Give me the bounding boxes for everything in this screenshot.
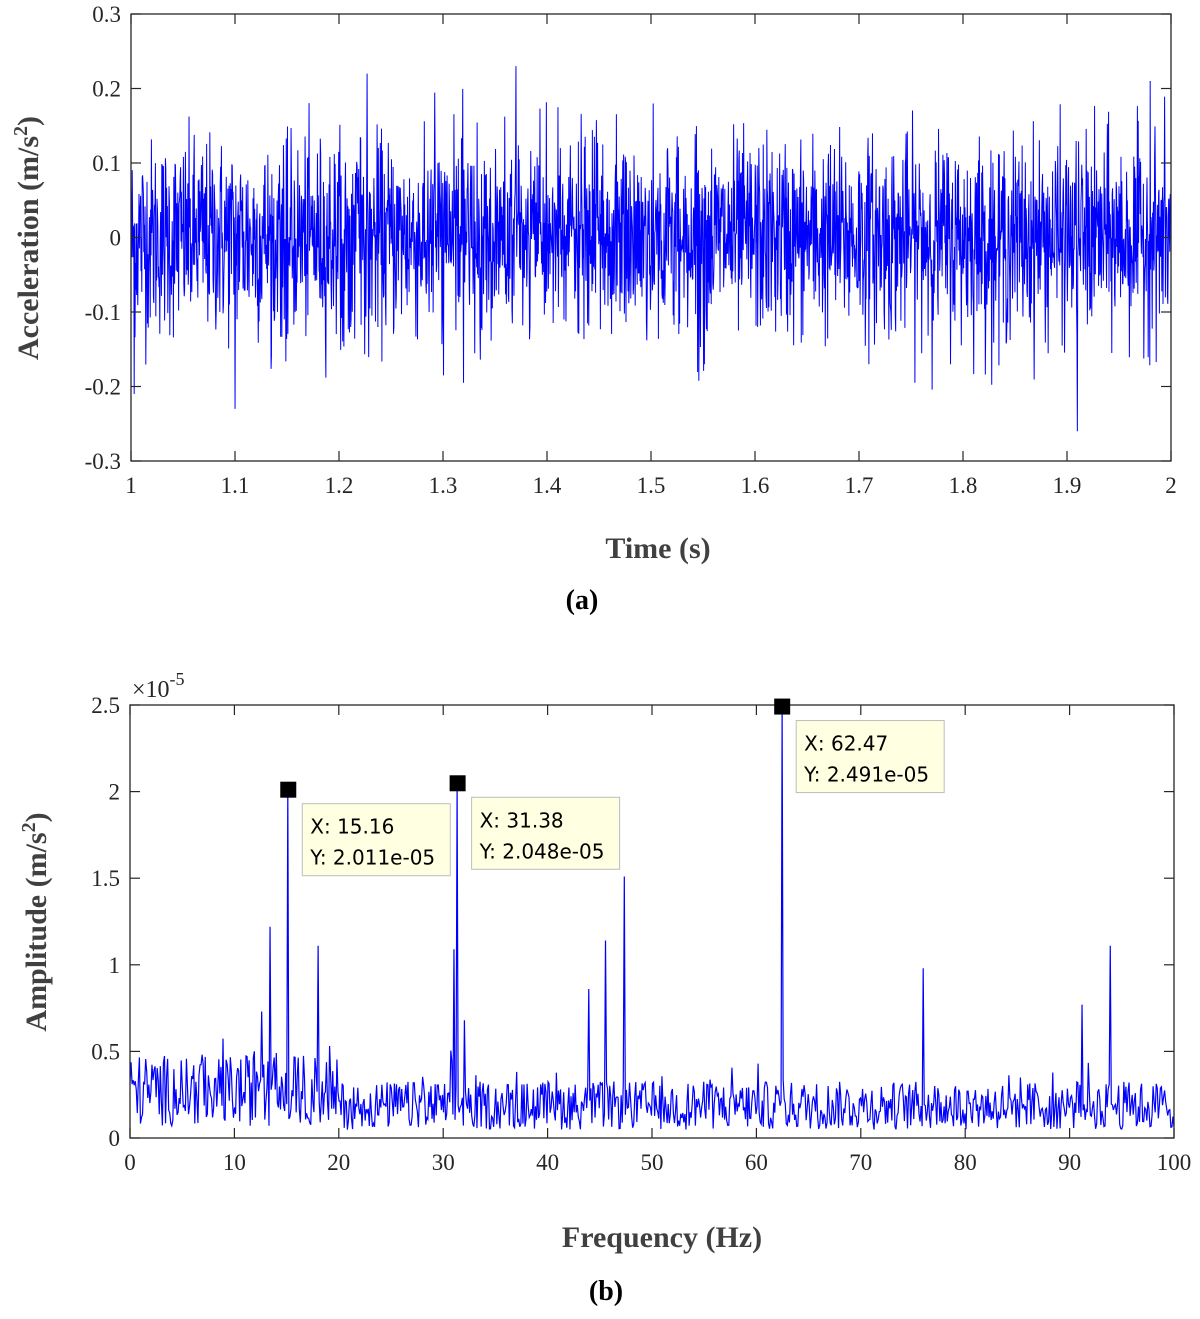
b-x-tick-label: 90	[1058, 1150, 1081, 1175]
b-y-tick-label: 1.5	[91, 866, 120, 891]
y-axis-label-b-sup: 2	[18, 822, 40, 832]
datatip-box	[795, 720, 945, 794]
y-axis-label-b: Amplitude (m/s2)	[18, 812, 53, 1031]
a-x-tick-label: 1.7	[845, 473, 874, 498]
a-y-tick-label: 0	[110, 226, 122, 251]
b-x-tick-label: 10	[223, 1150, 246, 1175]
y-axis-label-b-main: Amplitude (m/s	[20, 832, 53, 1031]
y-axis-exponent-power: -5	[170, 669, 185, 689]
datatip-x-label: X: 62.47	[804, 732, 888, 756]
b-y-tick-label: 0	[109, 1126, 121, 1151]
datatip-marker[interactable]	[280, 781, 297, 798]
a-x-tick-label: 2	[1165, 473, 1177, 498]
a-y-tick-label: 0.2	[92, 77, 121, 102]
datatip-box	[301, 803, 451, 877]
a-x-tick-label: 1.5	[637, 473, 666, 498]
y-axis-label-a-sup: 2	[10, 126, 32, 136]
datatip-y-label: Y: 2.491e-05	[803, 763, 929, 787]
datatip-x-label: X: 31.38	[480, 808, 564, 832]
datatip-marker[interactable]	[774, 698, 791, 715]
datatip-y-label: Y: 2.011e-05	[309, 846, 435, 870]
a-x-tick-label: 1.3	[429, 473, 458, 498]
a-x-tick-label: 1.1	[221, 473, 250, 498]
panel-b: 0 10 20 30 40 50 60 70 80 90 100 0 0.5 1 1.5 2 2.5 ×10-5…	[18, 669, 1191, 1307]
acceleration-series-line	[131, 66, 1171, 432]
datatip[interactable]: X: 62.47 Y: 2.491e-05	[774, 698, 945, 794]
a-x-tick-label: 1	[125, 473, 137, 498]
datatips: X: 15.16 Y: 2.011e-05 X: 31.38 Y: 2.048e-05…	[280, 698, 945, 877]
panel-a: 1 1.1 1.2 1.3 1.4 1.5 1.6 1.7 1.8 1.9 2 -0.3 -0.2 -0.…	[10, 2, 1177, 616]
y-axis-label-a: Acceleration (m/s2)	[10, 116, 45, 360]
y-axis-label-b-tail: )	[20, 812, 53, 822]
a-y-tick-label: 0.1	[92, 151, 121, 176]
datatip-box	[471, 796, 621, 870]
b-y-tick-label: 0.5	[91, 1039, 120, 1064]
ticks-b: 0 10 20 30 40 50 60 70 80 90 100 0 0.5 1 1.5 2 2.5	[91, 693, 1191, 1175]
b-y-tick-label: 2.5	[91, 693, 120, 718]
y-axis-label-a-main: Acceleration (m/s	[12, 136, 45, 360]
b-x-tick-label: 20	[327, 1150, 350, 1175]
datatip-x-label: X: 15.16	[310, 815, 394, 839]
b-x-tick-label: 70	[849, 1150, 872, 1175]
b-x-tick-label: 80	[954, 1150, 977, 1175]
a-x-tick-label: 1.4	[533, 473, 562, 498]
datatip-marker[interactable]	[449, 775, 466, 792]
b-x-tick-label: 0	[124, 1150, 136, 1175]
y-axis-exponent-base: ×10	[132, 677, 170, 703]
b-y-tick-label: 1	[109, 953, 121, 978]
a-x-tick-label: 1.2	[325, 473, 354, 498]
a-y-tick-label: -0.1	[85, 300, 121, 325]
a-y-tick-label: -0.3	[85, 449, 121, 474]
b-x-tick-label: 100	[1157, 1150, 1192, 1175]
b-y-tick-label: 2	[109, 780, 121, 805]
a-x-tick-label: 1.6	[741, 473, 770, 498]
y-axis-label-a-tail: )	[12, 116, 45, 126]
datatip[interactable]: X: 31.38 Y: 2.048e-05	[449, 775, 621, 870]
panel-label-a: (a)	[566, 585, 599, 616]
a-x-tick-label: 1.9	[1053, 473, 1082, 498]
b-x-tick-label: 40	[536, 1150, 559, 1175]
b-x-tick-label: 50	[641, 1150, 664, 1175]
datatip[interactable]: X: 15.16 Y: 2.011e-05	[280, 781, 451, 877]
b-x-tick-label: 30	[432, 1150, 455, 1175]
panel-label-b: (b)	[589, 1276, 623, 1307]
ticks-a: 1 1.1 1.2 1.3 1.4 1.5 1.6 1.7 1.8 1.9 2 -0.3 -0.2 -0.…	[85, 2, 1177, 498]
y-axis-exponent: ×10-5	[132, 669, 185, 703]
x-axis-label-b: Frequency (Hz)	[562, 1221, 762, 1254]
x-axis-label-a: Time (s)	[605, 532, 710, 565]
a-x-tick-label: 1.8	[949, 473, 978, 498]
datatip-y-label: Y: 2.048e-05	[479, 839, 605, 863]
a-y-tick-label: 0.3	[92, 2, 121, 27]
b-x-tick-label: 60	[745, 1150, 768, 1175]
amplitude-spectrum-line	[130, 706, 1174, 1130]
a-y-tick-label: -0.2	[85, 375, 121, 400]
